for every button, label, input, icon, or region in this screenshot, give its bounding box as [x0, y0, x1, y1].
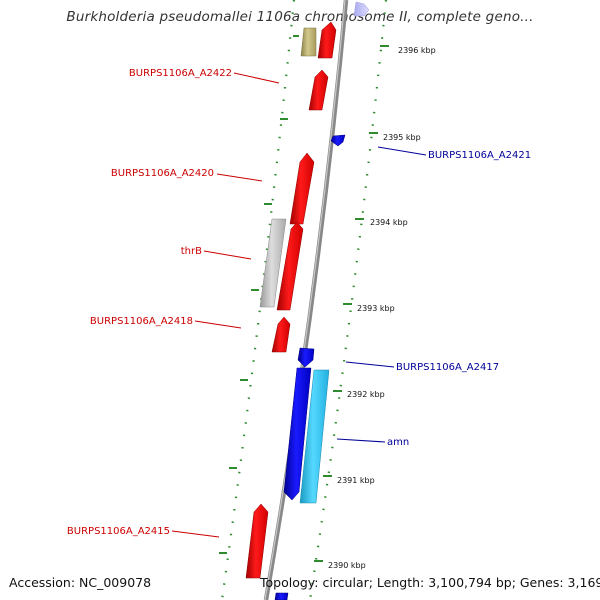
kbp-label: 2391 kbp — [337, 476, 375, 485]
gene-label: thrB — [181, 246, 202, 257]
gene-amn-cyan — [299, 369, 330, 504]
map-title: Burkholderia pseudomallei 1106a chromoso… — [66, 9, 534, 25]
gene-amn-blue — [283, 367, 312, 501]
kbp-label: 2393 kbp — [357, 304, 395, 313]
accession-text: Accession: NC_009078 — [9, 575, 152, 590]
kbp-label: 2392 kbp — [347, 390, 385, 399]
gene-label: BURPS1106A_A2422 — [129, 68, 232, 79]
gene-burps1106a-a2417 — [297, 347, 315, 368]
gene-lavender-top — [353, 1, 370, 17]
gene-burps1106a-a2421 — [330, 134, 346, 147]
gene-label: amn — [387, 437, 409, 448]
major-ticks — [219, 35, 389, 562]
gene-label: BURPS1106A_A2417 — [396, 362, 499, 373]
gene-burps1106a-a2418 — [271, 316, 291, 353]
gene-burps1106a-a2422 — [308, 69, 329, 111]
gene-olive — [300, 27, 317, 57]
gene-burps1106a-a2420 — [289, 152, 315, 225]
kbp-label: 2394 kbp — [370, 218, 408, 227]
gene-red-top — [317, 21, 337, 59]
gene-label: BURPS1106A_A2415 — [67, 526, 170, 537]
topology-summary: Topology: circular; Length: 3,100,794 bp… — [260, 575, 600, 590]
gene-label: BURPS1106A_A2421 — [428, 150, 531, 161]
kbp-label: 2390 kbp — [328, 561, 366, 570]
gene-thrB-pseudo — [259, 218, 287, 308]
gene-label: BURPS1106A_A2418 — [90, 316, 193, 327]
chromosome-backbone — [263, 0, 349, 600]
gene-label: BURPS1106A_A2420 — [111, 168, 214, 179]
gene-burps1106a-a2415 — [245, 503, 269, 579]
gene-blue-bottom — [274, 592, 289, 600]
chromosome-backbone-highlight — [264, 0, 346, 600]
label-leaders — [171, 72, 427, 538]
kbp-label: 2395 kbp — [383, 133, 421, 142]
gene-thrB — [276, 221, 304, 311]
kbp-label: 2396 kbp — [398, 46, 436, 55]
